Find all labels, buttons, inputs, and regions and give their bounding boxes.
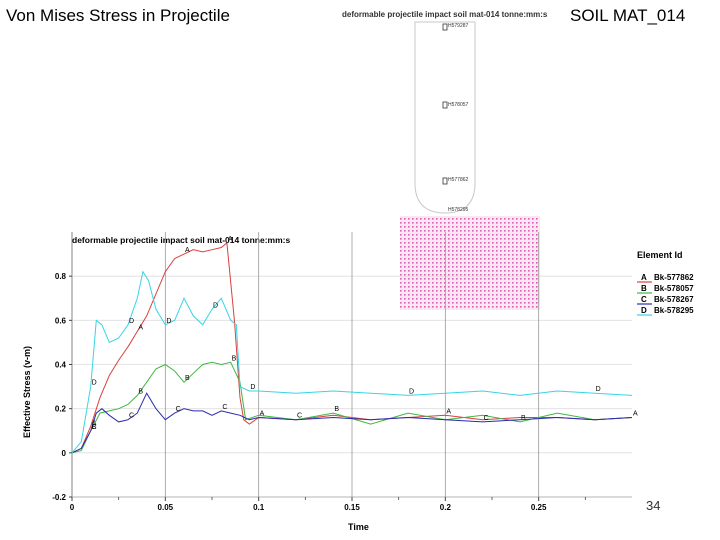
series-marker-a: A	[260, 411, 265, 418]
series-marker-d: D	[129, 318, 134, 325]
x-tick-label: 0.25	[531, 503, 547, 512]
series-marker-a: A	[138, 324, 143, 331]
x-tick-label: 0.1	[253, 503, 265, 512]
series-marker-c: C	[129, 413, 134, 420]
material-label: SOIL MAT_014	[570, 6, 686, 25]
x-tick-label: 0.15	[344, 503, 360, 512]
series-marker-a: A	[185, 247, 190, 254]
series-marker-a: A	[92, 419, 97, 426]
series-marker-c: C	[484, 415, 489, 422]
series-marker-a: A	[228, 236, 233, 243]
series-marker-b: B	[334, 406, 339, 413]
stress-chart: deformable projectile impact soil mat-01…	[22, 232, 694, 532]
series-marker-d: D	[596, 386, 601, 393]
series-marker-b: B	[92, 424, 97, 431]
node-label-1: H579287	[448, 23, 469, 29]
series-marker-a: A	[633, 411, 638, 418]
series-marker-d: D	[166, 318, 171, 325]
series-marker-b: B	[185, 375, 190, 382]
y-tick-label: 0.8	[55, 272, 67, 281]
legend-label: Bk-578267	[654, 295, 694, 304]
legend-label: Bk-578295	[654, 306, 694, 315]
x-tick-label: 0.05	[158, 503, 174, 512]
legend-marker: A	[641, 273, 647, 282]
series-line-c	[71, 392, 633, 454]
series-marker-c: C	[176, 406, 181, 413]
y-tick-label: 0.6	[55, 316, 67, 325]
node-label-2: H578057	[448, 102, 469, 108]
x-tick-label: 0.2	[440, 503, 452, 512]
x-tick-label: 0	[70, 503, 75, 512]
legend-label: Bk-577862	[654, 273, 694, 282]
series-marker-c: C	[92, 424, 97, 431]
legend-marker: D	[641, 306, 647, 315]
node-marker-2	[442, 101, 448, 109]
x-axis-label: Time	[348, 522, 369, 532]
projectile-outline	[414, 21, 476, 214]
series-marker-b: B	[138, 388, 143, 395]
model-view-title: deformable projectile impact soil mat-01…	[342, 10, 548, 19]
y-tick-label: 0	[62, 449, 67, 458]
series-marker-b: B	[232, 355, 237, 362]
series-marker-a: A	[446, 408, 451, 415]
y-tick-label: 0.2	[55, 405, 67, 414]
projectile-model-view: H579287 H578057 H577862 H578295 Y X	[400, 21, 540, 310]
series-marker-d: D	[92, 380, 97, 387]
slide-title: Von Mises Stress in Projectile	[6, 6, 230, 25]
series-marker-c: C	[222, 404, 227, 411]
legend-marker: C	[641, 295, 647, 304]
series-line-a	[71, 242, 633, 454]
series-marker-c: C	[297, 413, 302, 420]
grid-lines	[71, 232, 632, 498]
y-tick-label: -0.2	[52, 493, 66, 502]
series-marker-d: D	[409, 388, 414, 395]
soil-mesh	[400, 216, 540, 310]
chart-title: deformable projectile impact soil mat-01…	[72, 235, 290, 245]
series-line-d	[71, 270, 633, 454]
node-label-4: H578295	[448, 207, 469, 213]
y-tick-label: 0.4	[55, 361, 67, 370]
legend-label: Bk-578057	[654, 284, 694, 293]
node-marker-3	[442, 177, 448, 185]
node-marker-1	[442, 23, 448, 31]
legend-title: Element Id	[637, 250, 683, 260]
legend: Element Id A Bk-577862 B Bk-578057 C Bk-57826…	[637, 250, 694, 316]
series-marker-d: D	[213, 302, 218, 309]
legend-marker: B	[641, 284, 647, 293]
y-axis-label: Effective Stress (v-m)	[22, 346, 32, 438]
series-marker-b: B	[521, 415, 526, 422]
node-label-3: H577862	[448, 177, 469, 183]
page-number: 34	[646, 498, 661, 513]
series-marker-d: D	[250, 384, 255, 391]
